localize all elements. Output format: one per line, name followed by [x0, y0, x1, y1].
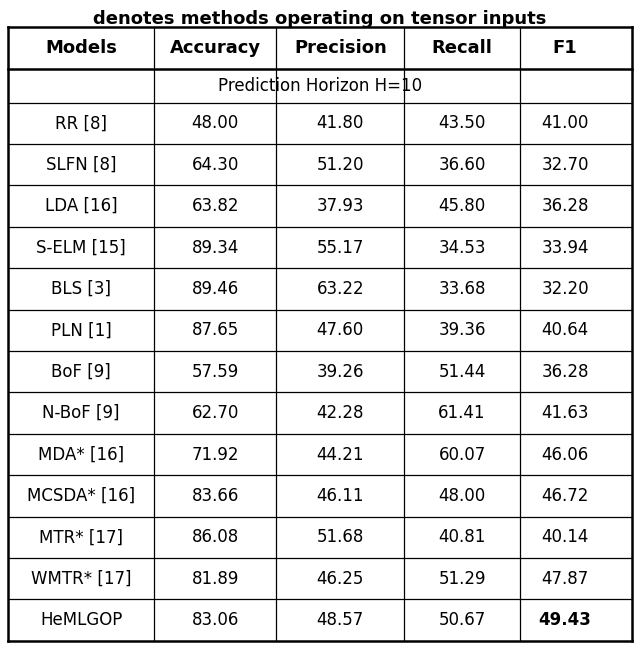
- Text: 45.80: 45.80: [438, 197, 486, 215]
- Text: 83.06: 83.06: [192, 611, 239, 629]
- Text: 33.68: 33.68: [438, 280, 486, 298]
- Text: N-BoF [9]: N-BoF [9]: [42, 404, 120, 422]
- Text: 39.26: 39.26: [317, 362, 364, 380]
- Text: 33.94: 33.94: [541, 238, 589, 256]
- Text: 83.66: 83.66: [192, 487, 239, 505]
- Text: 44.21: 44.21: [317, 446, 364, 464]
- Text: 34.53: 34.53: [438, 238, 486, 256]
- Text: 51.29: 51.29: [438, 570, 486, 588]
- Text: 62.70: 62.70: [192, 404, 239, 422]
- Text: 40.14: 40.14: [541, 528, 589, 547]
- Text: 63.82: 63.82: [191, 197, 239, 215]
- Text: 46.25: 46.25: [317, 570, 364, 588]
- Text: MCSDA* [16]: MCSDA* [16]: [27, 487, 135, 505]
- Text: 41.00: 41.00: [541, 114, 589, 132]
- Text: 48.00: 48.00: [192, 114, 239, 132]
- Text: 32.20: 32.20: [541, 280, 589, 298]
- Text: PLN [1]: PLN [1]: [51, 321, 111, 339]
- Text: 49.43: 49.43: [539, 611, 591, 629]
- Text: 47.60: 47.60: [317, 321, 364, 339]
- Text: 41.63: 41.63: [541, 404, 589, 422]
- Text: Recall: Recall: [431, 39, 493, 57]
- Text: 51.20: 51.20: [317, 156, 364, 174]
- Text: 46.06: 46.06: [541, 446, 589, 464]
- Text: denotes methods operating on tensor inputs: denotes methods operating on tensor inpu…: [93, 10, 547, 28]
- Text: HeMLGOP: HeMLGOP: [40, 611, 122, 629]
- Text: 64.30: 64.30: [192, 156, 239, 174]
- Text: 36.28: 36.28: [541, 362, 589, 380]
- Text: F1: F1: [553, 39, 577, 57]
- Text: 89.34: 89.34: [192, 238, 239, 256]
- Text: 40.81: 40.81: [438, 528, 486, 547]
- Text: Prediction Horizon H=10: Prediction Horizon H=10: [218, 77, 422, 95]
- Text: 32.70: 32.70: [541, 156, 589, 174]
- Text: 40.64: 40.64: [541, 321, 589, 339]
- Text: RR [8]: RR [8]: [55, 114, 107, 132]
- Text: SLFN [8]: SLFN [8]: [46, 156, 116, 174]
- Text: 46.72: 46.72: [541, 487, 589, 505]
- Text: S-ELM [15]: S-ELM [15]: [36, 238, 126, 256]
- Text: 39.36: 39.36: [438, 321, 486, 339]
- Text: WMTR* [17]: WMTR* [17]: [31, 570, 131, 588]
- Text: 36.60: 36.60: [438, 156, 486, 174]
- Text: 48.00: 48.00: [438, 487, 486, 505]
- Text: 51.44: 51.44: [438, 362, 486, 380]
- Text: 37.93: 37.93: [317, 197, 364, 215]
- Text: 47.87: 47.87: [541, 570, 589, 588]
- Text: MTR* [17]: MTR* [17]: [39, 528, 123, 547]
- Text: Precision: Precision: [294, 39, 387, 57]
- Text: 46.11: 46.11: [317, 487, 364, 505]
- Text: 71.92: 71.92: [191, 446, 239, 464]
- Text: 61.41: 61.41: [438, 404, 486, 422]
- Text: MDA* [16]: MDA* [16]: [38, 446, 124, 464]
- Text: 48.57: 48.57: [317, 611, 364, 629]
- Text: 87.65: 87.65: [192, 321, 239, 339]
- Text: 36.28: 36.28: [541, 197, 589, 215]
- Text: 57.59: 57.59: [192, 362, 239, 380]
- Text: 51.68: 51.68: [317, 528, 364, 547]
- Text: 50.67: 50.67: [438, 611, 486, 629]
- Text: 81.89: 81.89: [192, 570, 239, 588]
- Text: 60.07: 60.07: [438, 446, 486, 464]
- Text: BoF [9]: BoF [9]: [51, 362, 111, 380]
- Text: BLS [3]: BLS [3]: [51, 280, 111, 298]
- Text: 43.50: 43.50: [438, 114, 486, 132]
- Text: 63.22: 63.22: [317, 280, 364, 298]
- Text: Accuracy: Accuracy: [170, 39, 261, 57]
- Text: 55.17: 55.17: [317, 238, 364, 256]
- Text: Models: Models: [45, 39, 117, 57]
- Text: 41.80: 41.80: [317, 114, 364, 132]
- Text: LDA [16]: LDA [16]: [45, 197, 117, 215]
- Text: 89.46: 89.46: [192, 280, 239, 298]
- Text: 86.08: 86.08: [192, 528, 239, 547]
- Text: 42.28: 42.28: [317, 404, 364, 422]
